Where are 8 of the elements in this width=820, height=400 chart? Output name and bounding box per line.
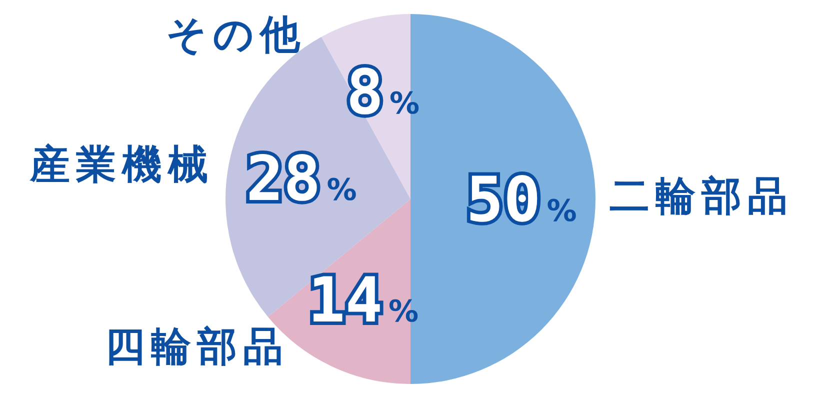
data-label: 50% [466,163,577,236]
slice-label: その他 [166,12,306,58]
data-label: 8% [346,55,420,128]
data-label: 14% [308,263,419,336]
data-label: 28% [246,142,357,216]
slice-label: 二輪部品 [610,173,794,220]
slice-label: 産業機械 [29,142,214,188]
slice-label: 四輪部品 [105,324,290,370]
